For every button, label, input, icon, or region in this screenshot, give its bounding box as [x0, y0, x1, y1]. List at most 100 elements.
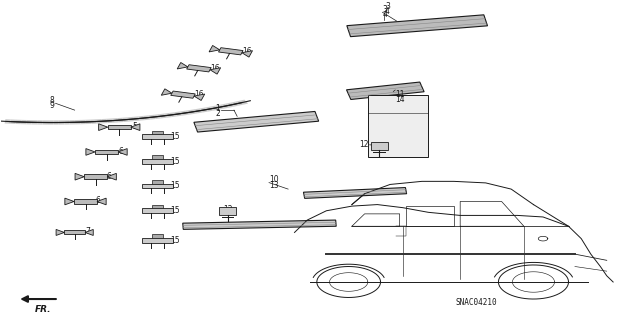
- Polygon shape: [185, 110, 193, 115]
- Polygon shape: [143, 115, 150, 120]
- Polygon shape: [127, 117, 134, 122]
- Polygon shape: [95, 150, 118, 154]
- Polygon shape: [21, 120, 27, 124]
- Text: 4: 4: [383, 10, 387, 19]
- Text: 14: 14: [395, 95, 405, 104]
- Polygon shape: [117, 118, 124, 122]
- Polygon shape: [171, 91, 195, 98]
- Text: 12: 12: [360, 140, 369, 149]
- Text: 15: 15: [170, 182, 180, 190]
- Polygon shape: [75, 120, 81, 124]
- Polygon shape: [159, 114, 166, 118]
- Polygon shape: [180, 111, 188, 116]
- Text: 7: 7: [86, 227, 90, 236]
- Polygon shape: [142, 238, 173, 243]
- Polygon shape: [183, 220, 336, 229]
- Polygon shape: [164, 113, 172, 118]
- Text: 4: 4: [385, 7, 390, 16]
- Polygon shape: [142, 134, 173, 139]
- Text: 2: 2: [215, 109, 220, 118]
- Text: 11: 11: [395, 90, 404, 99]
- Polygon shape: [31, 120, 37, 124]
- Text: 1: 1: [215, 104, 220, 113]
- Polygon shape: [235, 101, 243, 106]
- Polygon shape: [161, 89, 172, 95]
- Polygon shape: [152, 234, 163, 238]
- Text: FR.: FR.: [35, 305, 51, 314]
- Polygon shape: [194, 94, 205, 100]
- Text: 16: 16: [243, 47, 252, 56]
- Bar: [368, 95, 428, 157]
- Polygon shape: [56, 229, 65, 235]
- Polygon shape: [133, 116, 140, 121]
- Polygon shape: [10, 119, 16, 124]
- Polygon shape: [131, 124, 140, 130]
- Polygon shape: [42, 120, 48, 125]
- Text: 3: 3: [385, 2, 390, 11]
- Polygon shape: [152, 155, 163, 159]
- Polygon shape: [347, 15, 488, 37]
- Polygon shape: [4, 119, 11, 124]
- Polygon shape: [59, 120, 64, 125]
- Polygon shape: [205, 107, 213, 112]
- Polygon shape: [346, 82, 424, 100]
- Polygon shape: [53, 120, 59, 125]
- Polygon shape: [209, 46, 220, 52]
- Polygon shape: [65, 198, 74, 205]
- Polygon shape: [75, 173, 84, 180]
- Polygon shape: [26, 120, 32, 124]
- Text: 15: 15: [170, 157, 180, 166]
- Polygon shape: [187, 65, 211, 72]
- Polygon shape: [242, 51, 253, 57]
- Polygon shape: [215, 105, 223, 110]
- Polygon shape: [64, 120, 70, 125]
- Polygon shape: [152, 180, 163, 183]
- Polygon shape: [85, 229, 93, 235]
- Text: 3: 3: [383, 5, 387, 14]
- Polygon shape: [194, 111, 319, 132]
- Polygon shape: [170, 112, 177, 117]
- Polygon shape: [91, 119, 97, 124]
- Text: 6: 6: [106, 172, 111, 181]
- Polygon shape: [118, 149, 127, 155]
- Polygon shape: [65, 230, 85, 234]
- Polygon shape: [112, 118, 118, 123]
- Polygon shape: [84, 174, 107, 179]
- Text: 15: 15: [170, 132, 180, 141]
- Polygon shape: [175, 112, 182, 116]
- Polygon shape: [195, 108, 203, 113]
- Polygon shape: [138, 116, 145, 121]
- Polygon shape: [96, 119, 102, 124]
- Polygon shape: [200, 108, 208, 113]
- Text: 16: 16: [211, 64, 220, 73]
- Polygon shape: [69, 120, 75, 124]
- Polygon shape: [85, 120, 92, 124]
- Polygon shape: [230, 102, 238, 107]
- Polygon shape: [177, 63, 188, 69]
- Text: 15: 15: [170, 206, 180, 215]
- Polygon shape: [107, 173, 116, 180]
- Polygon shape: [122, 117, 129, 122]
- Polygon shape: [106, 118, 113, 123]
- Polygon shape: [148, 115, 156, 120]
- Polygon shape: [220, 104, 228, 109]
- Polygon shape: [99, 124, 108, 130]
- Text: 15: 15: [170, 236, 180, 245]
- Polygon shape: [189, 109, 198, 114]
- Text: 10: 10: [269, 175, 278, 184]
- Polygon shape: [239, 100, 248, 105]
- Polygon shape: [86, 149, 95, 155]
- Polygon shape: [152, 130, 163, 134]
- Polygon shape: [218, 48, 243, 55]
- Polygon shape: [108, 125, 131, 130]
- Text: SNAC04210: SNAC04210: [455, 298, 497, 307]
- Polygon shape: [142, 159, 173, 164]
- Polygon shape: [48, 120, 53, 125]
- Text: 5: 5: [132, 122, 137, 131]
- Polygon shape: [142, 183, 173, 189]
- Polygon shape: [210, 68, 221, 74]
- Polygon shape: [37, 120, 43, 125]
- Text: 6: 6: [118, 147, 123, 156]
- Polygon shape: [371, 142, 388, 150]
- Polygon shape: [74, 199, 97, 204]
